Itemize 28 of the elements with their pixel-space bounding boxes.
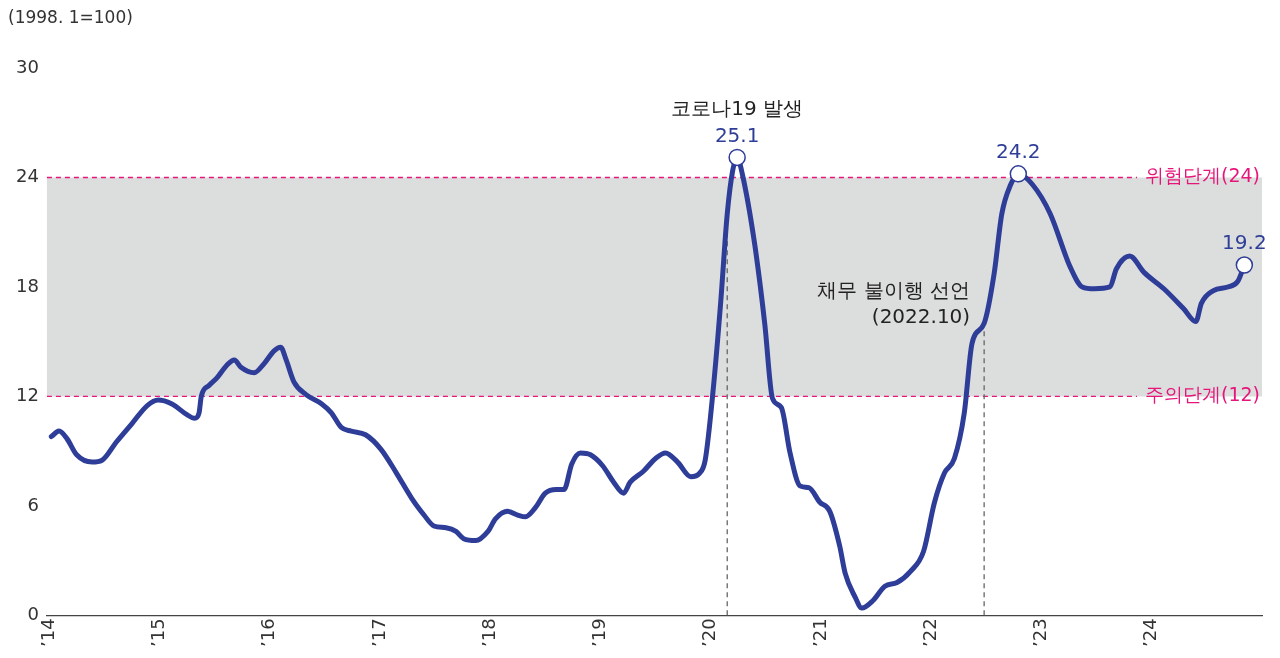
y-axis-title: (1998. 1=100) [8,6,133,27]
ref-line-label: 주의단계(12) [1145,383,1261,406]
x-tick-label: ’24 [1139,618,1161,648]
x-tick-label: ’18 [477,618,499,648]
y-tick-label: 6 [27,493,39,515]
y-tick-label: 30 [16,55,39,77]
y-tick-label: 18 [16,274,39,296]
data-label: 19.2 [1222,230,1267,255]
x-tick-label: ’21 [808,618,830,648]
annotation: 코로나19 발생 [671,95,804,120]
y-tick-label: 24 [16,165,39,187]
y-tick-label: 0 [27,603,39,625]
x-tick-label: ’23 [1029,618,1051,648]
ref-line-label: 위험단계(24) [1145,164,1261,187]
x-tick-label: ’15 [147,618,169,648]
x-tick-label: ’20 [698,618,720,648]
data-label: 25.1 [714,122,760,147]
point [1009,165,1028,183]
y-tick-label: 12 [16,384,39,406]
x-tick-label: ’16 [257,618,279,648]
x-tick-label: ’14 [36,618,58,648]
x-tick-label: ’22 [918,618,940,648]
annotation: 채무 불이행 선언 (2022.10) [817,277,971,328]
data-label: 24.2 [996,139,1041,164]
point [728,148,746,167]
x-tick-label: ’19 [588,618,610,648]
point [1235,256,1254,274]
x-tick-label: ’17 [367,618,389,648]
